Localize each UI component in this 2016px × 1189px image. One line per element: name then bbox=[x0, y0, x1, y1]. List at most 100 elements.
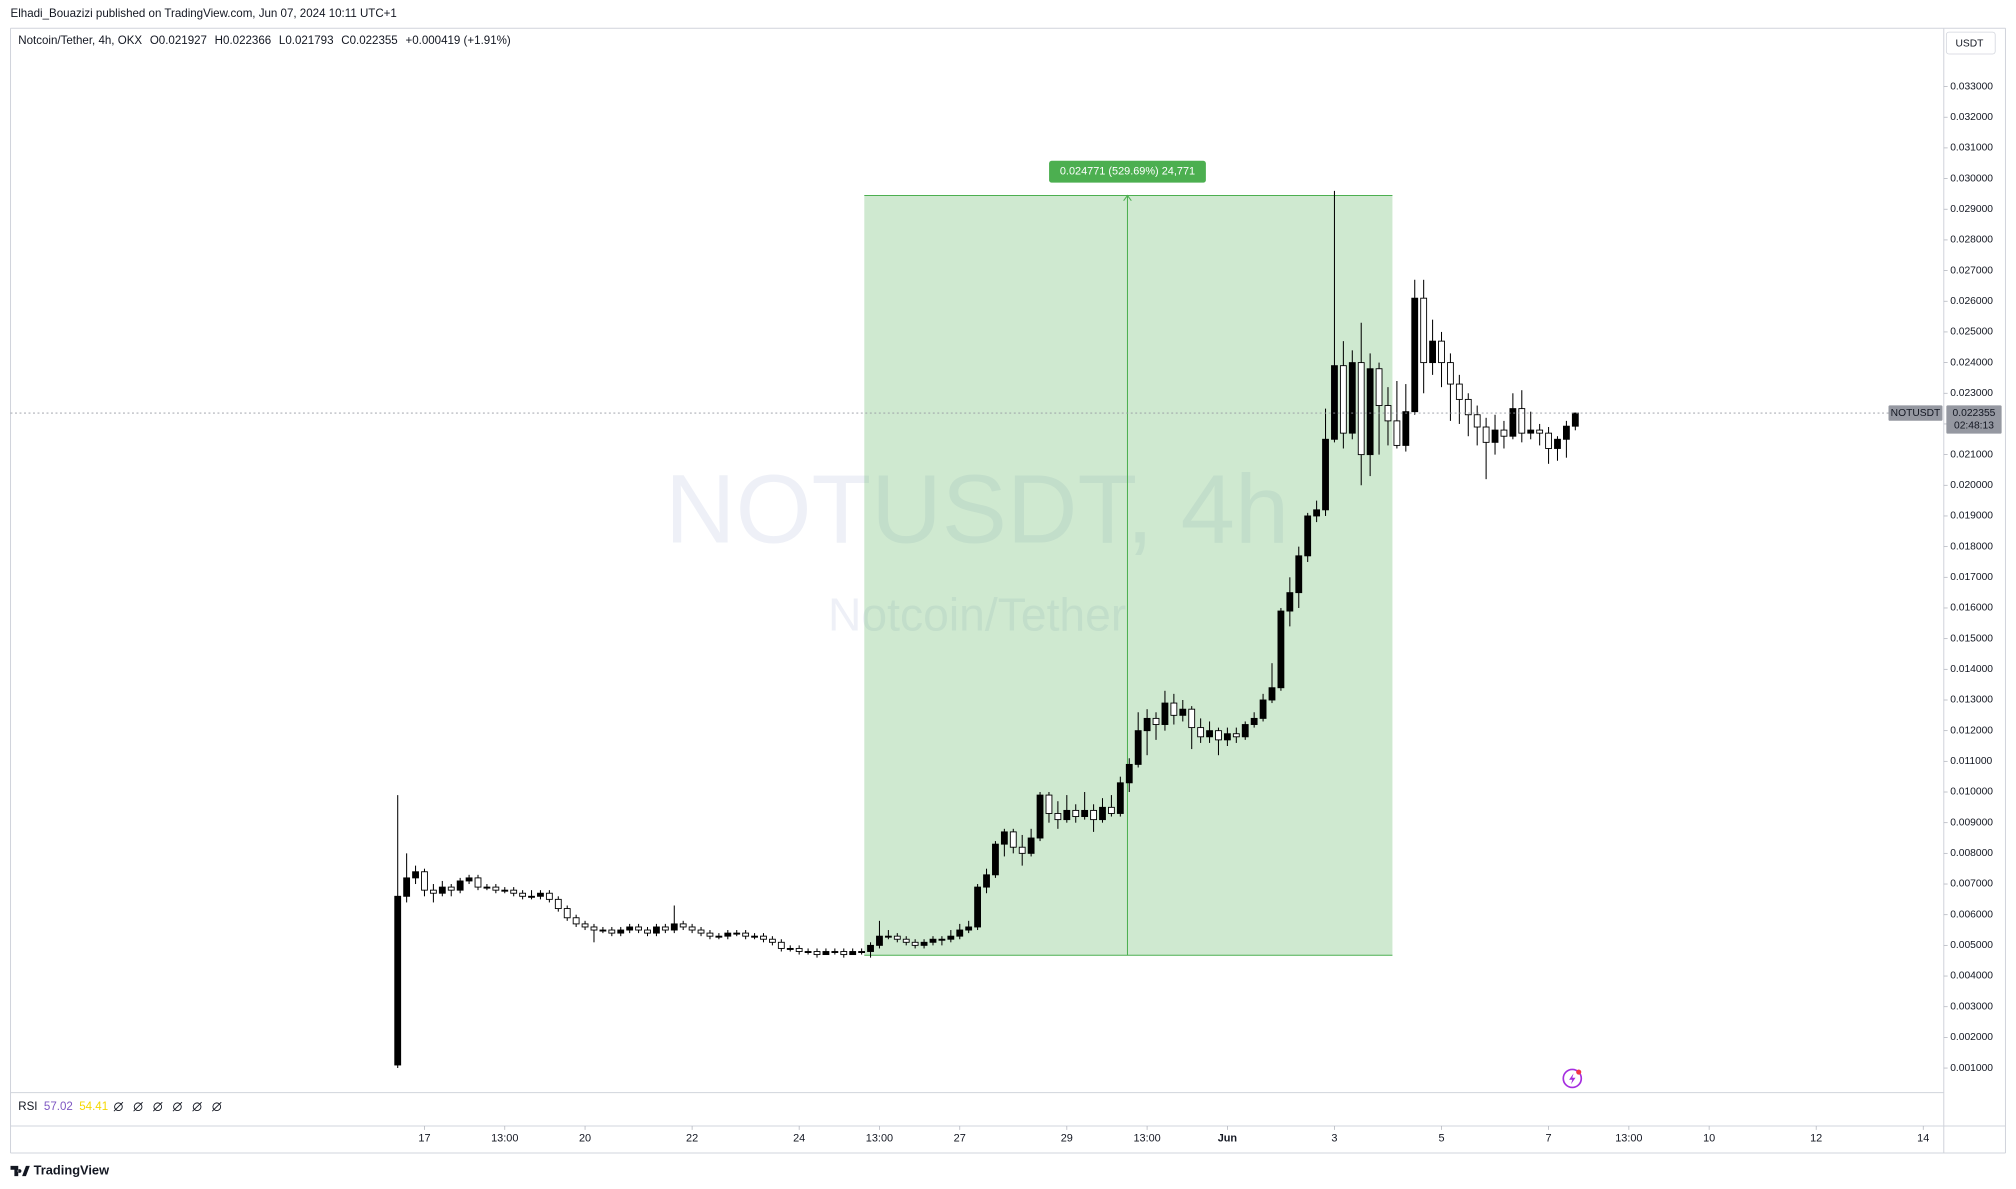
candle-body bbox=[1134, 730, 1142, 765]
y-tick-label: 0.001000 bbox=[1950, 1063, 1993, 1074]
legend-value: 0.022355 bbox=[350, 35, 398, 47]
candle-body bbox=[715, 935, 723, 938]
candle-body bbox=[1455, 383, 1463, 400]
na-icon-slash bbox=[152, 1101, 163, 1112]
y-tick-label: 0.023000 bbox=[1950, 388, 1993, 399]
legend-title: Notcoin/Tether, 4h, OKX bbox=[18, 35, 142, 47]
candle-body bbox=[1473, 414, 1481, 428]
candle-body bbox=[1054, 813, 1062, 821]
x-tick-label: 12 bbox=[1810, 1133, 1822, 1145]
na-icon-slash bbox=[172, 1101, 183, 1112]
candle-body bbox=[786, 947, 794, 950]
candle-body bbox=[742, 932, 750, 937]
candle-body bbox=[581, 923, 589, 928]
candle-body bbox=[1447, 362, 1454, 385]
candle-body bbox=[893, 935, 901, 940]
x-tick-label: 20 bbox=[579, 1133, 591, 1145]
candle-body bbox=[1250, 717, 1258, 725]
y-tick-label: 0.016000 bbox=[1950, 603, 1993, 614]
measure-label: 0.024771 (529.69%) 24,771 bbox=[1060, 166, 1195, 178]
candle-body bbox=[510, 889, 518, 894]
candle-body bbox=[1313, 509, 1321, 517]
candle-body bbox=[1357, 362, 1365, 456]
candle-body bbox=[1027, 837, 1035, 854]
candle-body bbox=[974, 886, 982, 928]
candle-body bbox=[1286, 592, 1294, 612]
y-tick-label: 0.005000 bbox=[1950, 940, 1993, 951]
x-tick-label: 7 bbox=[1546, 1133, 1552, 1145]
y-tick-label: 0.006000 bbox=[1950, 909, 1993, 920]
candle-body bbox=[599, 929, 607, 932]
currency-box[interactable] bbox=[1945, 31, 1996, 55]
candle-body bbox=[1536, 429, 1544, 434]
frame bbox=[10, 27, 2006, 1154]
candle-body bbox=[626, 926, 634, 931]
y-tick-label: 0.012000 bbox=[1950, 725, 1993, 736]
candle-body bbox=[1420, 297, 1428, 364]
y-tick-label: 0.004000 bbox=[1950, 971, 1993, 982]
y-tick-label: 0.024000 bbox=[1950, 357, 1993, 368]
candle-body bbox=[1152, 717, 1160, 725]
candle-body bbox=[661, 926, 669, 931]
candle-body bbox=[1036, 794, 1044, 839]
na-icon bbox=[114, 1102, 123, 1112]
candle-body bbox=[519, 892, 527, 897]
candle-body bbox=[1018, 846, 1026, 854]
candle-body bbox=[697, 929, 705, 934]
watermark-name: Notcoin/Tether bbox=[828, 588, 1126, 640]
price-label: 0.022355 bbox=[1953, 408, 1996, 419]
y-tick-label: 0.030000 bbox=[1950, 173, 1993, 184]
legend-value: 0.021793 bbox=[285, 35, 333, 47]
candle-body bbox=[1161, 702, 1169, 725]
rsi-value: 57.02 bbox=[44, 1101, 73, 1113]
lightning-icon[interactable] bbox=[1562, 1068, 1583, 1089]
currency[interactable]: USDT bbox=[1956, 38, 1985, 49]
candle-body bbox=[590, 926, 598, 931]
icon-dot bbox=[1576, 1069, 1582, 1075]
candle-body bbox=[1241, 724, 1249, 738]
candle-body bbox=[608, 929, 616, 934]
watermark: NOTUSDT, 4h Notcoin/Tether bbox=[665, 455, 1289, 641]
measure-label-box bbox=[1049, 160, 1206, 183]
candle-body bbox=[867, 944, 874, 952]
candle-body bbox=[670, 923, 678, 931]
candle-body bbox=[1000, 831, 1008, 845]
y-tick-label: 0.011000 bbox=[1950, 756, 1992, 767]
candle-body bbox=[1339, 365, 1347, 434]
x-tick-label: 14 bbox=[1917, 1133, 1929, 1145]
y-tick-label: 0.008000 bbox=[1950, 848, 1993, 859]
legend-value: 0.022366 bbox=[223, 35, 271, 47]
candle-body bbox=[501, 889, 509, 892]
x-tick-label: 13:00 bbox=[1615, 1133, 1642, 1145]
candle-body bbox=[1223, 733, 1231, 741]
candle-body bbox=[421, 871, 428, 891]
candle-body bbox=[1045, 794, 1053, 814]
candle-body bbox=[1527, 429, 1535, 434]
y-tick-label: 0.003000 bbox=[1950, 1001, 1993, 1012]
na-icon bbox=[192, 1102, 202, 1112]
candle-body bbox=[1090, 809, 1097, 821]
candle-body bbox=[492, 886, 500, 891]
candle-body bbox=[1009, 831, 1017, 848]
y-tick-label: 0.017000 bbox=[1950, 572, 1993, 583]
y-tick-label: 0.015000 bbox=[1950, 633, 1993, 644]
candle-body bbox=[1331, 365, 1338, 440]
candle-body bbox=[876, 935, 883, 946]
na-icon-slash bbox=[211, 1101, 222, 1112]
y-tick-label: 0.013000 bbox=[1950, 695, 1993, 706]
y-tick-label: 0.026000 bbox=[1950, 296, 1993, 307]
candle-body bbox=[456, 880, 464, 891]
candle-body bbox=[465, 877, 473, 882]
candle-body bbox=[1277, 610, 1285, 689]
y-tick-label: 0.009000 bbox=[1950, 817, 1993, 828]
candle-body bbox=[545, 892, 553, 900]
legend-value: 0.021927 bbox=[159, 35, 207, 47]
candle-body bbox=[1099, 806, 1106, 821]
candle-body bbox=[1108, 806, 1115, 814]
candle-body bbox=[858, 951, 866, 953]
legend-key: H bbox=[215, 35, 223, 47]
x-tick-label: 10 bbox=[1703, 1133, 1715, 1145]
candle-body bbox=[1554, 438, 1561, 449]
